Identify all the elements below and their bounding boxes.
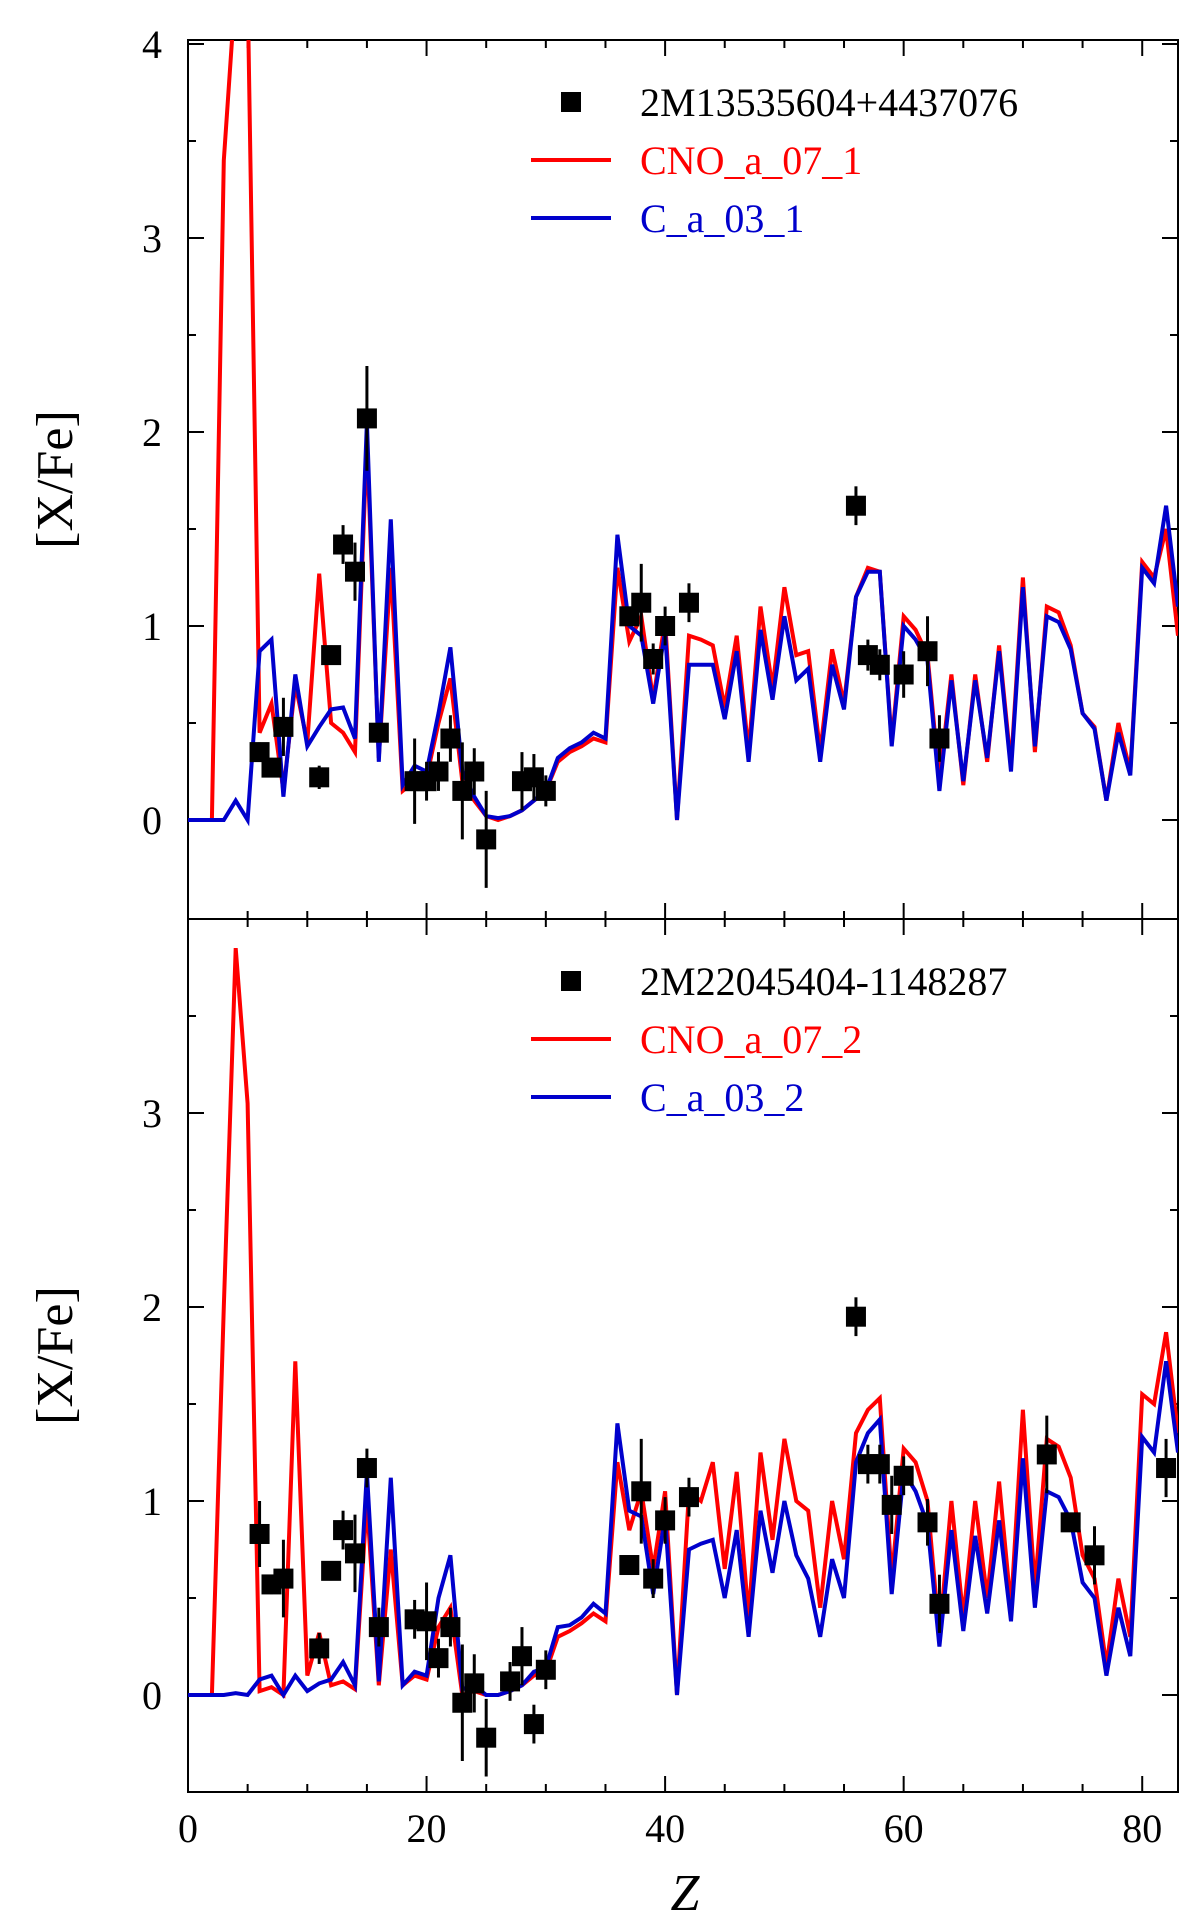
x-tick-label: 0: [178, 1806, 198, 1851]
legend-marker: [561, 92, 581, 112]
data-point: [869, 1454, 890, 1475]
data-point: [869, 654, 890, 675]
data-point: [440, 1617, 461, 1638]
y-tick-label: 1: [142, 1479, 162, 1524]
y-tick-label: 4: [142, 22, 162, 67]
data-point: [1036, 1444, 1057, 1465]
series-line-C_a_03_2: [188, 1361, 1178, 1699]
series-group: [188, 947, 1178, 1699]
data-point: [845, 1306, 866, 1327]
observed-points: [249, 366, 950, 888]
y-tick-label: 3: [142, 1091, 162, 1136]
plot-frame: [187, 918, 1179, 1793]
y-tick-label: 2: [142, 1285, 162, 1330]
data-point: [356, 408, 377, 429]
y-tick-label: 1: [142, 604, 162, 649]
observed-points: [249, 1297, 1177, 1777]
legend-label: 2M22045404-1148287: [640, 959, 1007, 1004]
data-point: [452, 1692, 473, 1713]
top-panel: 0 1 2 3 4 [X/Fe] 2M13535604+4437076 CNO_a_07_1 C…: [27, 22, 1179, 920]
data-point: [249, 1523, 270, 1544]
data-point: [619, 1555, 640, 1576]
data-point: [321, 1560, 342, 1581]
data-point: [845, 495, 866, 516]
data-point: [655, 616, 676, 636]
data-point: [917, 641, 938, 662]
series-line-C_a_03_1: [188, 422, 1178, 827]
legend-series-2: C_a_03_2: [531, 1075, 804, 1120]
legend-series-1: CNO_a_07_2: [531, 1017, 862, 1062]
data-point: [344, 1543, 365, 1564]
y-axis-label: [X/Fe]: [27, 410, 84, 549]
data-point: [333, 534, 354, 555]
data-point: [464, 1673, 485, 1694]
data-point: [500, 1671, 521, 1692]
data-point: [1060, 1512, 1081, 1533]
data-point: [678, 592, 699, 613]
data-point: [440, 728, 461, 749]
data-point: [476, 829, 497, 850]
data-point: [464, 761, 485, 782]
data-point: [368, 1617, 389, 1638]
data-point: [511, 1646, 532, 1667]
x-tick-label: 80: [1122, 1806, 1162, 1851]
data-point: [917, 1512, 938, 1533]
y-tick-label: 2: [142, 410, 162, 455]
data-point: [893, 1465, 914, 1486]
y-tick-label: 0: [142, 1673, 162, 1718]
data-point: [1084, 1545, 1105, 1566]
data-point: [535, 1659, 556, 1680]
data-point: [881, 1494, 902, 1515]
data-point: [261, 757, 282, 778]
data-point: [452, 780, 473, 801]
legend-label: CNO_a_07_1: [640, 138, 862, 183]
y-tick-label: 0: [142, 798, 162, 843]
legend-series-1: CNO_a_07_1: [531, 138, 862, 183]
legend-label: C_a_03_2: [640, 1075, 804, 1120]
data-point: [476, 1727, 497, 1748]
data-point: [1156, 1458, 1177, 1479]
x-tick-label: 40: [645, 1806, 685, 1851]
data-point: [523, 1714, 544, 1735]
data-point: [309, 1638, 330, 1659]
data-point: [655, 1510, 676, 1531]
data-point: [273, 716, 294, 737]
legend-series-2: C_a_03_1: [531, 196, 804, 241]
y-axis-label: [X/Fe]: [27, 1286, 84, 1425]
data-point: [535, 780, 556, 801]
data-point: [333, 1520, 354, 1541]
legend-observed: 2M13535604+4437076: [561, 80, 1018, 125]
data-point: [356, 1458, 377, 1479]
series-group: [188, 40, 1178, 827]
x-tick-label: 60: [884, 1806, 924, 1851]
legend-marker: [561, 971, 581, 991]
data-point: [309, 767, 330, 788]
data-point: [631, 1481, 652, 1502]
data-point: [643, 648, 664, 669]
x-tick-label: 20: [407, 1806, 447, 1851]
legend-label: 2M13535604+4437076: [640, 80, 1018, 125]
data-point: [631, 592, 652, 613]
data-point: [678, 1487, 699, 1508]
data-point: [428, 1648, 449, 1669]
data-point: [428, 761, 449, 782]
x-axis-label: Z: [671, 1865, 701, 1920]
data-point: [273, 1568, 294, 1589]
data-point: [893, 664, 914, 685]
data-point: [321, 645, 342, 666]
legend-label: CNO_a_07_2: [640, 1017, 862, 1062]
data-point: [643, 1568, 664, 1589]
data-point: [929, 1593, 950, 1614]
data-point: [249, 742, 270, 763]
data-point: [416, 1611, 437, 1632]
legend-label: C_a_03_1: [640, 196, 804, 241]
data-point: [368, 722, 389, 743]
bottom-panel: 0 1 2 3 0 20 40 60 80 [X/Fe] 2M22045404-1148287 CNO…: [27, 918, 1179, 1851]
data-point: [929, 728, 950, 749]
data-point: [344, 561, 365, 582]
legend-observed: 2M22045404-1148287: [561, 959, 1007, 1004]
y-tick-label: 3: [142, 216, 162, 261]
